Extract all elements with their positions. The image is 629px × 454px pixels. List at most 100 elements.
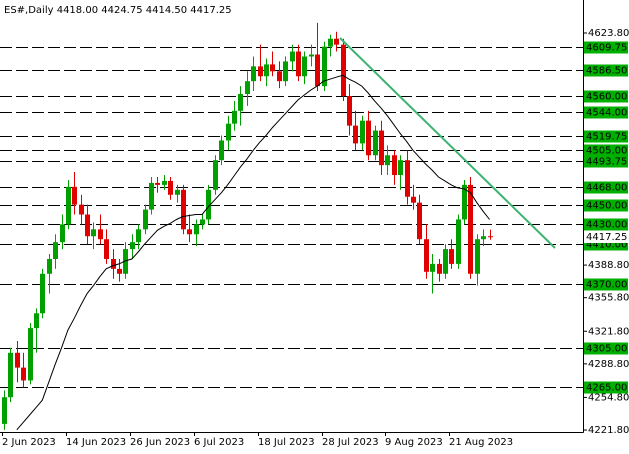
candle-body xyxy=(98,229,103,240)
candle-body xyxy=(15,352,20,368)
candle-body xyxy=(392,155,397,176)
last-price-label: 4417.25 xyxy=(586,232,627,243)
candle-body xyxy=(111,258,116,269)
candle-body xyxy=(85,214,90,237)
candle-body xyxy=(232,110,237,124)
candle-body xyxy=(270,64,275,72)
candle-body xyxy=(130,242,135,250)
candle-body xyxy=(219,140,224,161)
y-tick-label: 4355.80 xyxy=(588,293,629,304)
x-tick-label: 14 Jun 2023 xyxy=(66,437,126,448)
candle-body xyxy=(347,96,352,126)
x-tick-label: 2 Jun 2023 xyxy=(2,437,56,448)
candle-body xyxy=(488,236,493,238)
candle-body xyxy=(79,204,84,215)
candle-body xyxy=(226,123,231,141)
level-label-bg xyxy=(584,90,628,103)
level-label: 4505.00 xyxy=(586,146,627,157)
candle-body xyxy=(91,229,96,237)
candle-body xyxy=(245,81,250,95)
candle-body xyxy=(398,160,403,176)
level-label: 4586.50 xyxy=(586,66,627,77)
levels xyxy=(0,47,583,388)
candle-body xyxy=(28,328,33,381)
candle-body xyxy=(456,219,461,264)
candle-body xyxy=(162,180,167,185)
candle-body xyxy=(8,352,13,398)
candle-body xyxy=(296,51,301,77)
level-label-bg xyxy=(584,64,628,77)
candle-body xyxy=(334,38,339,45)
level-label: 4450.00 xyxy=(586,201,627,212)
candle-body xyxy=(149,182,154,210)
candle-body xyxy=(258,66,263,77)
candle-body xyxy=(194,224,199,235)
candle-body xyxy=(66,186,71,225)
level-label: 4519.75 xyxy=(586,132,627,143)
candle-body xyxy=(34,313,39,329)
candle-body xyxy=(175,189,180,195)
level-label-bg xyxy=(584,218,628,231)
candle-body xyxy=(290,51,295,62)
candle-body xyxy=(123,249,128,274)
candle-body xyxy=(21,367,26,381)
candle-body xyxy=(385,155,390,166)
axes: 4623.80 4388.80 4355.80 4321.80 4288.80 4254.… xyxy=(2,28,629,448)
level-label-bg xyxy=(584,106,628,119)
candle-body xyxy=(72,186,77,205)
candle-body xyxy=(405,160,410,197)
x-tick-label: 6 Jul 2023 xyxy=(194,437,244,448)
trend-line xyxy=(339,37,556,249)
last-price-bg xyxy=(584,230,628,243)
candle-body xyxy=(424,239,429,272)
y-tick-label: 4623.80 xyxy=(588,28,629,39)
level-label-bg xyxy=(584,278,628,291)
level-label: 4430.00 xyxy=(586,220,627,231)
candle-body xyxy=(264,64,269,77)
candle-body xyxy=(60,224,65,243)
candle-body xyxy=(213,160,218,190)
level-label: 4305.00 xyxy=(586,344,627,355)
moving-average xyxy=(16,74,490,431)
candle-body xyxy=(181,189,186,230)
level-label: 4410.00 xyxy=(586,240,627,251)
level-label-bg xyxy=(584,130,628,143)
candle-body xyxy=(187,229,192,235)
candle-body xyxy=(40,273,45,314)
candle-body xyxy=(251,66,256,82)
candle-body xyxy=(366,120,371,156)
x-tick-label: 26 Jun 2023 xyxy=(130,437,190,448)
level-label: 4493.75 xyxy=(586,157,627,168)
candle-body xyxy=(302,56,307,77)
candle-body xyxy=(315,54,320,87)
candle-body xyxy=(104,239,109,259)
candle-body xyxy=(136,229,141,243)
x-tick-label: 28 Jul 2023 xyxy=(322,437,379,448)
candle-body xyxy=(53,242,58,259)
level-label: 4560.00 xyxy=(586,92,627,103)
level-label-bg xyxy=(584,155,628,168)
candle-body xyxy=(155,182,160,185)
candle-body xyxy=(475,239,480,274)
candle-body xyxy=(309,54,314,57)
level-label-bg xyxy=(584,41,628,54)
candle-body xyxy=(481,236,486,240)
candle-body xyxy=(2,397,7,424)
candle-body xyxy=(341,44,346,96)
level-label: 4370.00 xyxy=(586,280,627,291)
chart-title: ES#,Daily 4418.00 4424.75 4414.50 4417.2… xyxy=(4,5,232,16)
level-label: 4265.00 xyxy=(586,383,627,394)
level-label: 4609.75 xyxy=(586,43,627,54)
candle-body xyxy=(417,202,422,240)
candle-body xyxy=(328,38,333,47)
x-tick-label: 21 Aug 2023 xyxy=(449,437,513,448)
x-tick-label: 9 Aug 2023 xyxy=(385,437,443,448)
y-tick-label: 4221.80 xyxy=(588,425,629,436)
level-label-bg xyxy=(584,199,628,212)
x-tick-label: 18 Jul 2023 xyxy=(258,437,315,448)
candle-body xyxy=(437,263,442,274)
candle-body xyxy=(411,196,416,203)
level-label-bg xyxy=(584,181,628,194)
